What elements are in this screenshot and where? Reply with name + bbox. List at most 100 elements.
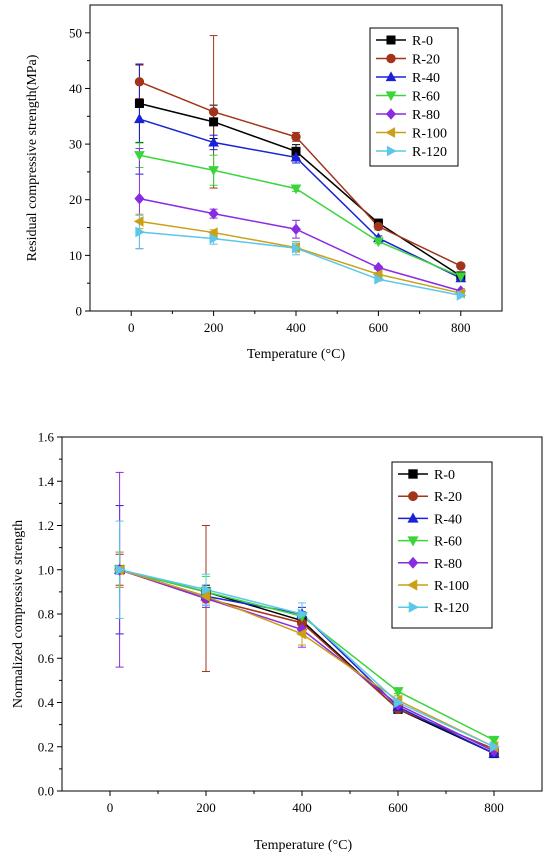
y-tick-label: 0 [76, 304, 83, 319]
legend-label: R-100 [434, 579, 469, 594]
data-point [134, 77, 145, 87]
data-point [134, 151, 145, 161]
legend-marker [408, 491, 418, 502]
legend-label: R-0 [434, 468, 455, 483]
data-point [297, 608, 308, 620]
data-point [134, 192, 145, 205]
x-tick-label: 0 [107, 800, 114, 815]
series-markers [113, 563, 500, 759]
y-tick-label: 1.6 [38, 430, 55, 445]
x-tick-label: 200 [196, 800, 216, 815]
legend-marker [408, 469, 418, 479]
y-tick-label: 0.8 [38, 607, 54, 622]
legend-label: R-100 [412, 127, 447, 142]
data-point [208, 136, 219, 147]
y-axis-label: Residual compressive strength(MPa) [25, 54, 40, 261]
y-tick-label: 0.2 [38, 739, 54, 754]
legend-label: R-80 [412, 108, 440, 123]
data-point [290, 184, 302, 195]
legend-label: R-120 [412, 145, 447, 160]
data-point [209, 233, 220, 245]
y-tick-label: 0.0 [38, 784, 54, 799]
x-axis-label: Temperature (°C) [254, 838, 353, 853]
series-markers [133, 77, 467, 301]
legend-marker [385, 127, 396, 138]
data-point [208, 207, 219, 220]
legend-label: R-20 [412, 53, 440, 68]
data-point [373, 221, 384, 232]
legend-label: R-120 [434, 601, 469, 616]
legend-box [369, 27, 459, 167]
series-line-R-120 [139, 231, 461, 297]
legend-label: R-60 [434, 535, 462, 550]
y-tick-label: 20 [69, 192, 82, 207]
x-tick-label: 400 [286, 320, 306, 335]
residual-strength-chart: 0 200 400 600 800 0 10 20 30 40 50 Temperature (°C… [25, 4, 503, 362]
legend-marker [385, 71, 397, 82]
series-line-R-100 [139, 220, 461, 294]
data-point [374, 273, 385, 285]
legend-box [391, 461, 493, 629]
data-point [456, 290, 467, 301]
y-tick-label: 10 [69, 248, 82, 263]
y-tick-label: 1.2 [38, 518, 54, 533]
data-point [291, 132, 301, 142]
legend: R-0 R-20 R-40 R-60 R-80 R-100 R-120 [391, 461, 493, 629]
data-point [133, 216, 144, 227]
data-point [296, 628, 307, 640]
data-point [291, 242, 302, 254]
data-point [134, 113, 145, 124]
data-point [134, 98, 144, 108]
data-point [488, 735, 500, 747]
legend-marker [407, 579, 418, 591]
x-tick-label: 600 [388, 800, 408, 815]
data-point [290, 223, 302, 235]
legend-marker [386, 145, 397, 157]
legend-marker [408, 601, 419, 613]
x-tick-label: 400 [292, 800, 312, 815]
legend-label: R-80 [434, 557, 462, 572]
y-tick-label: 1.4 [38, 474, 55, 489]
legend: R-0 R-20 R-40 R-60 R-80 R-100 R-120 [369, 27, 459, 167]
y-tick-label: 1.0 [38, 562, 54, 577]
legend-marker [386, 35, 396, 45]
axis-ticks: 0 200 400 600 800 0 10 20 30 40 50 [69, 25, 471, 335]
data-point [207, 227, 218, 238]
y-axis-label: Normalized compressive strength [11, 520, 26, 708]
data-point [290, 151, 302, 162]
data-point [455, 272, 467, 283]
x-tick-label: 800 [484, 800, 504, 815]
data-point [392, 687, 404, 698]
data-point [489, 741, 500, 753]
legend-marker [385, 91, 397, 102]
legend-label: R-40 [412, 71, 440, 86]
legend-marker [385, 108, 397, 120]
legend-label: R-20 [434, 490, 462, 505]
x-tick-label: 600 [369, 320, 389, 335]
legend-marker [407, 556, 419, 569]
data-point [208, 107, 219, 117]
normalized-strength-chart: 0 200 400 600 800 0.0 0.2 0.4 0.6 0.8 1.0 1.2 1.4 1.6… [11, 430, 543, 853]
legend-marker [386, 53, 396, 64]
series-line-R-60 [139, 154, 462, 278]
y-tick-label: 0.6 [38, 651, 55, 666]
y-tick-label: 50 [69, 25, 82, 40]
data-point [209, 117, 219, 127]
legend-label: R-0 [412, 34, 433, 49]
y-tick-label: 40 [69, 81, 82, 96]
x-tick-label: 200 [204, 320, 224, 335]
data-point [201, 584, 212, 596]
axis-ticks: 0 200 400 600 800 0.0 0.2 0.4 0.6 0.8 1.0 1.2 1.4 1.6 [38, 430, 504, 816]
legend-marker [407, 536, 419, 547]
data-point [208, 166, 219, 176]
data-point [393, 696, 404, 709]
data-point [115, 564, 126, 576]
legend-label: R-40 [434, 512, 462, 527]
legend-marker [407, 512, 419, 523]
data-point [200, 590, 211, 602]
y-tick-label: 0.4 [38, 695, 55, 710]
legend-label: R-60 [412, 90, 440, 105]
data-point [135, 226, 146, 238]
x-tick-label: 0 [128, 320, 135, 335]
